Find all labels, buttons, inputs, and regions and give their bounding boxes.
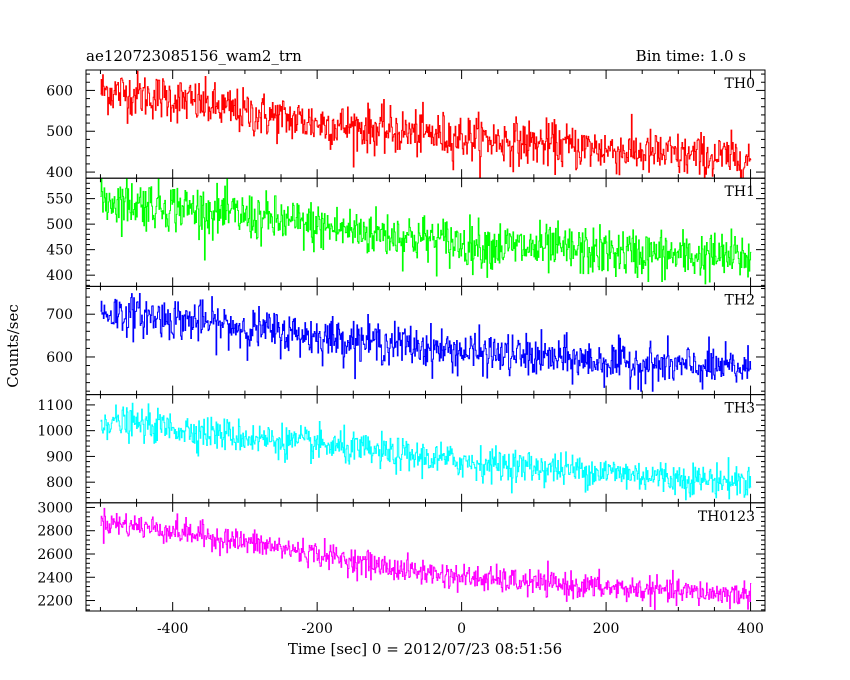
y-tick-label: 2400: [37, 570, 73, 586]
panel-th0123: 2200 2400 2600 2800 3000 TH0123: [37, 500, 766, 612]
y-tick-label: 2600: [37, 547, 73, 563]
chart-title: ae120723085156_wam2_trn: [86, 47, 302, 65]
series-th1-line: [100, 178, 752, 285]
panel-frame: [85, 285, 766, 396]
y-tick-label: 800: [46, 475, 73, 491]
x-axis-label: Time [sec] 0 = 2012/07/23 08:51:56: [288, 640, 562, 658]
series-label-th1: TH1: [725, 184, 755, 200]
y-tick-label: 900: [46, 449, 73, 465]
panel-frame: [85, 177, 766, 287]
panels-group: 400 500 600 TH0 400 450 500 550 TH1 600 700 TH2 800 9…: [37, 69, 766, 637]
y-tick-label: 500: [46, 217, 73, 233]
y-axis-label: Counts/sec: [4, 304, 22, 388]
series-th2-line: [100, 292, 752, 392]
series-label-th0123: TH0123: [698, 509, 755, 525]
y-tick-label: 400: [46, 165, 73, 181]
panel-frame: [85, 502, 766, 612]
y-tick-label: 2200: [37, 594, 73, 610]
y-tick-label: 600: [46, 350, 73, 366]
x-tick-label: -400: [157, 621, 188, 637]
y-tick-label: 3000: [37, 500, 73, 516]
y-tick-label: 400: [46, 268, 73, 284]
y-tick-label: 550: [46, 192, 73, 208]
x-tick-label: 400: [737, 621, 764, 637]
panel-th2: 600 700 TH2: [46, 285, 766, 396]
bin-time-label: Bin time: 1.0 s: [636, 47, 746, 65]
panel-th3: 800 900 1000 1100 TH3: [37, 394, 766, 504]
panel-frame: [85, 69, 766, 179]
panel-th1: 400 450 500 550 TH1: [46, 177, 766, 287]
x-tick-label: -200: [301, 621, 332, 637]
y-tick-label: 1100: [37, 398, 73, 414]
series-th0-line: [100, 70, 752, 179]
panel-th0: 400 500 600 TH0: [46, 69, 766, 181]
series-label-th3: TH3: [725, 401, 755, 417]
x-tick-label: 0: [457, 621, 466, 637]
y-tick-label: 1000: [37, 424, 73, 440]
y-tick-label: 450: [46, 243, 73, 259]
series-th0123-line: [100, 507, 752, 610]
series-label-th2: TH2: [725, 292, 755, 308]
y-tick-label: 700: [46, 307, 73, 323]
x-tick-label: 200: [593, 621, 620, 637]
series-th3-line: [100, 402, 752, 501]
y-tick-label: 600: [46, 83, 73, 99]
y-tick-label: 500: [46, 124, 73, 140]
y-tick-label: 2800: [37, 524, 73, 540]
series-label-th0: TH0: [725, 76, 755, 92]
